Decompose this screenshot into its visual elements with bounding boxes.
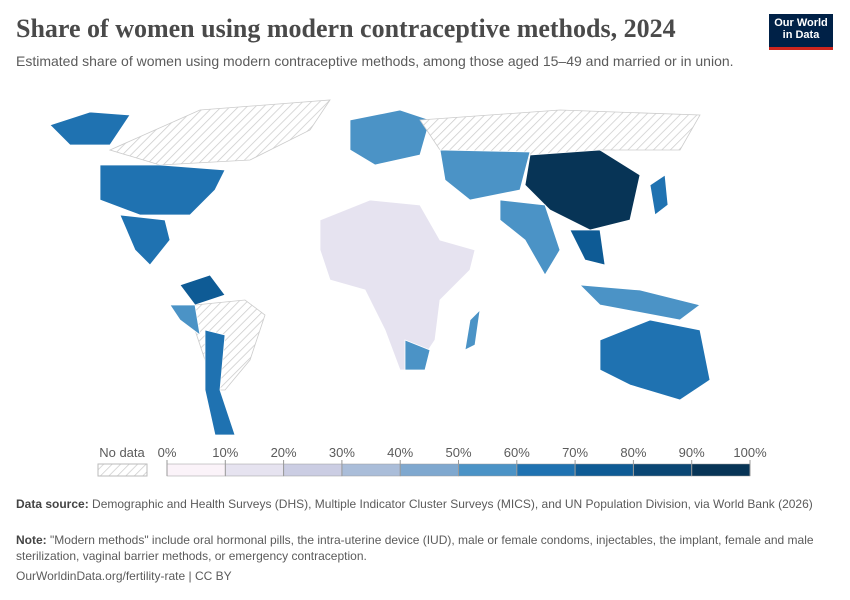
legend-bin (458, 463, 518, 477)
legend-tick-label: 70% (562, 445, 588, 460)
legend-tick-label: 10% (212, 445, 238, 460)
no-data-label: No data (99, 445, 145, 460)
legend-tick-label: 100% (733, 445, 767, 460)
note-text: "Modern methods" include oral hormonal p… (16, 533, 814, 563)
note: Note: "Modern methods" include oral horm… (16, 532, 826, 564)
url[interactable]: OurWorldinData.org/fertility-rate | CC B… (16, 569, 232, 583)
title: Share of women using modern contraceptiv… (16, 14, 676, 43)
legend-bin (225, 463, 284, 477)
land (49, 99, 711, 436)
legend-tick-label: 90% (679, 445, 705, 460)
logo[interactable]: Our World in Data (769, 14, 833, 50)
legend-tick-label: 20% (271, 445, 297, 460)
source-label: Data source: (16, 497, 89, 511)
legend-bin (399, 463, 459, 477)
no-data-swatch (97, 463, 148, 477)
world-map (49, 99, 711, 436)
note-label: Note: (16, 533, 47, 547)
legend-bin (574, 463, 634, 477)
legend-tick-label: 30% (329, 445, 355, 460)
legend-bin (691, 463, 751, 477)
legend-bin (341, 463, 401, 477)
legend-tick-label: 80% (620, 445, 646, 460)
legend-bin (633, 463, 692, 477)
subtitle: Estimated share of women using modern co… (16, 53, 734, 69)
source: Data source: Demographic and Health Surv… (16, 496, 826, 512)
legend-tick-label: 50% (445, 445, 471, 460)
legend-bin (516, 463, 576, 477)
legend-bin (283, 463, 343, 477)
legend: No data 0% 10% 20% 30% 40% 50% 60% 70% 80% 90% 100… (97, 445, 767, 477)
legend-tick-label: 40% (387, 445, 413, 460)
legend-tick-label: 60% (504, 445, 530, 460)
source-text: Demographic and Health Surveys (DHS), Mu… (92, 497, 813, 511)
legend-tick-label: 0% (158, 445, 177, 460)
legend-bin (166, 463, 226, 477)
